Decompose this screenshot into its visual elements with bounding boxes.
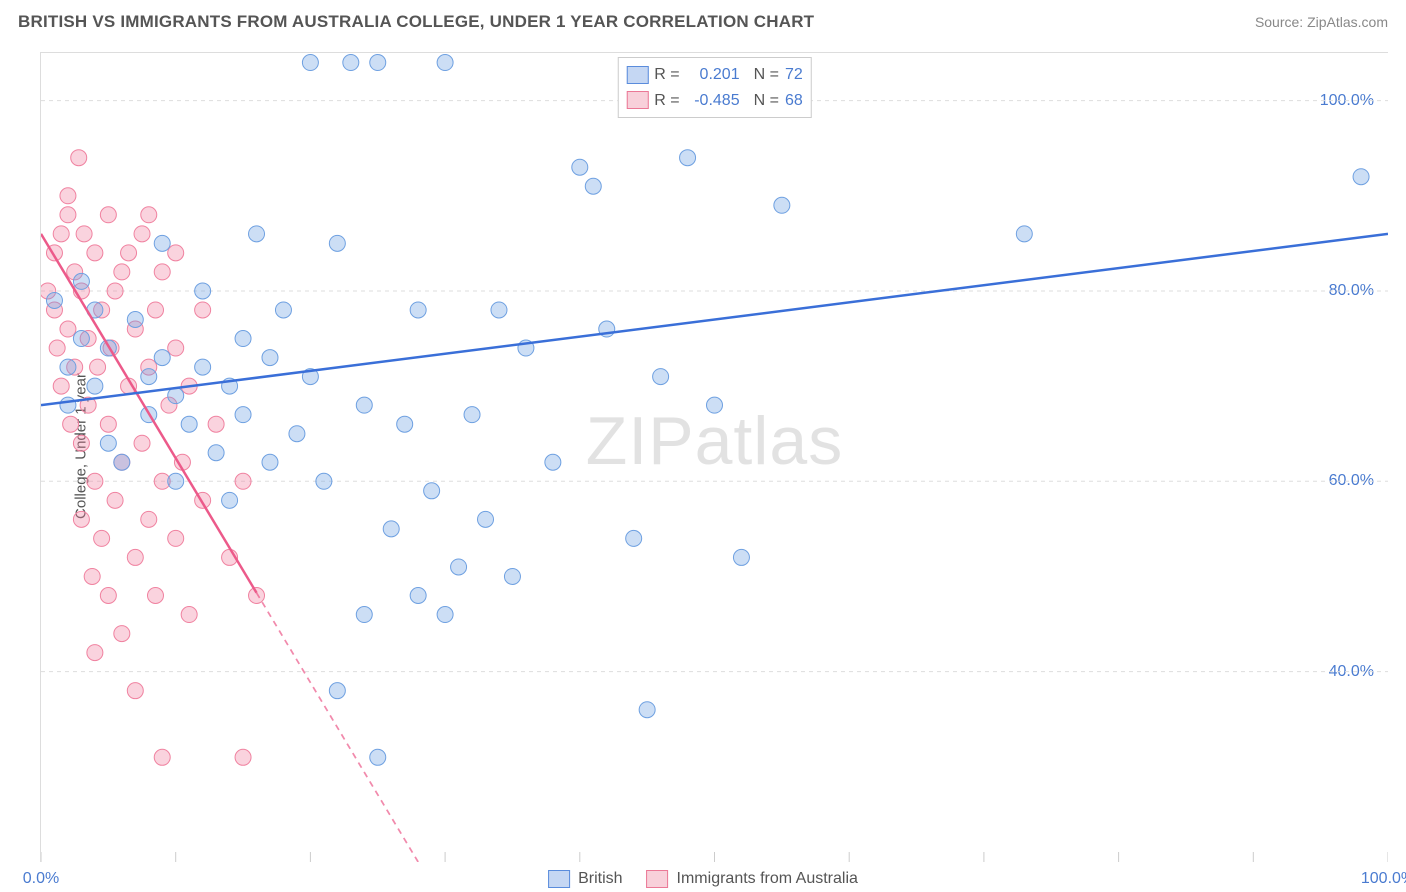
legend-item-british: British xyxy=(548,870,622,888)
legend-row-immigrants: R = -0.485 N = 68 xyxy=(626,88,802,114)
correlation-legend: R = 0.201 N = 72 R = -0.485 N = 68 xyxy=(617,57,811,118)
series-legend: British Immigrants from Australia xyxy=(548,870,858,888)
source-attribution: Source: ZipAtlas.com xyxy=(1255,14,1388,30)
x-tick-label: 100.0% xyxy=(1361,870,1406,888)
swatch-pink-icon xyxy=(626,91,648,109)
x-tick-label: 0.0% xyxy=(23,870,59,888)
swatch-blue-icon xyxy=(626,66,648,84)
swatch-blue-icon xyxy=(548,870,570,888)
chart-title: BRITISH VS IMMIGRANTS FROM AUSTRALIA COL… xyxy=(18,12,814,32)
legend-row-british: R = 0.201 N = 72 xyxy=(626,62,802,88)
legend-item-immigrants: Immigrants from Australia xyxy=(647,870,858,888)
scatter-plot xyxy=(41,53,1388,862)
chart-area: ZIPatlas R = 0.201 N = 72 R = -0.485 N =… xyxy=(40,52,1388,862)
swatch-pink-icon xyxy=(647,870,669,888)
